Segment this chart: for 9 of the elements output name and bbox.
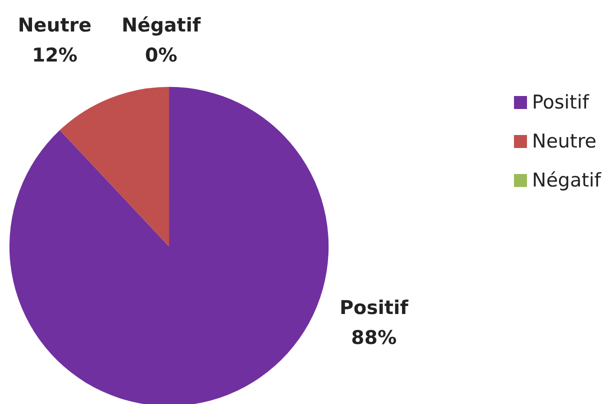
legend-label: Neutre: [532, 130, 596, 152]
data-label: 12%: [32, 44, 78, 66]
legend-label: Positif: [532, 92, 590, 114]
legend-label: Négatif: [532, 170, 602, 192]
slice-label: Neutre: [18, 14, 92, 36]
category-label: Négatif: [122, 14, 201, 36]
text: 0%: [144, 44, 178, 66]
data-label: 88%: [351, 327, 397, 350]
slice-label: Positif: [340, 297, 409, 320]
